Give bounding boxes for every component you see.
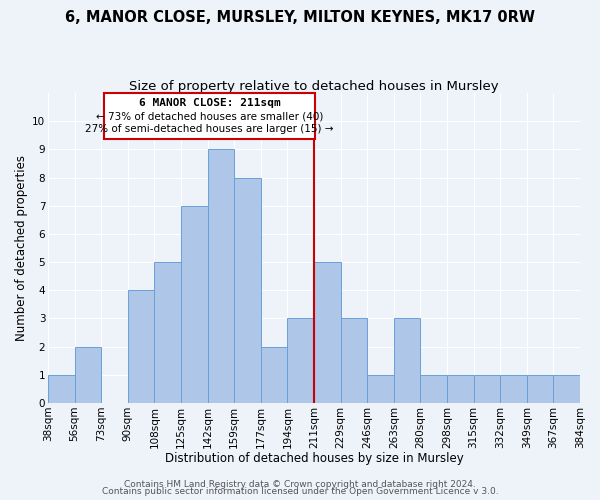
Bar [181,206,208,403]
Bar [314,262,341,403]
Bar [394,318,421,403]
Text: 27% of semi-detached houses are larger (15) →: 27% of semi-detached houses are larger (… [85,124,334,134]
Bar [234,178,261,403]
Bar [208,150,234,403]
Bar [48,375,74,403]
Text: ← 73% of detached houses are smaller (40): ← 73% of detached houses are smaller (40… [96,111,323,121]
Bar [473,375,500,403]
Bar [500,375,527,403]
Bar [527,375,553,403]
Y-axis label: Number of detached properties: Number of detached properties [15,155,28,341]
Bar [553,375,580,403]
X-axis label: Distribution of detached houses by size in Mursley: Distribution of detached houses by size … [164,452,463,465]
Bar [421,375,447,403]
Text: Contains HM Land Registry data © Crown copyright and database right 2024.: Contains HM Land Registry data © Crown c… [124,480,476,489]
Bar [128,290,154,403]
Bar [447,375,473,403]
Bar [287,318,314,403]
Bar [74,346,101,403]
Bar [341,318,367,403]
Text: 6, MANOR CLOSE, MURSLEY, MILTON KEYNES, MK17 0RW: 6, MANOR CLOSE, MURSLEY, MILTON KEYNES, … [65,10,535,25]
Text: Contains public sector information licensed under the Open Government Licence v : Contains public sector information licen… [101,487,499,496]
Bar [261,346,287,403]
Bar [367,375,394,403]
Bar [154,262,181,403]
Text: 6 MANOR CLOSE: 211sqm: 6 MANOR CLOSE: 211sqm [139,98,281,108]
FancyBboxPatch shape [104,93,316,140]
Title: Size of property relative to detached houses in Mursley: Size of property relative to detached ho… [129,80,499,93]
